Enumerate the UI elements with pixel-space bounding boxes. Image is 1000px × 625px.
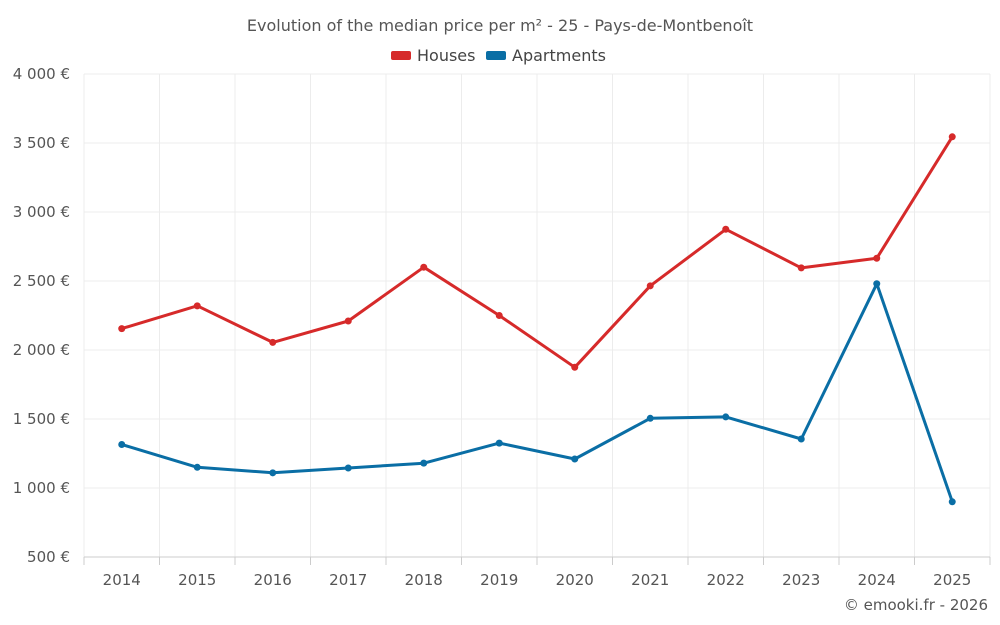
y-tick-label: 1 000 €: [13, 479, 70, 497]
data-point-apartments: [646, 414, 654, 422]
data-point-houses: [495, 312, 503, 319]
data-point-apartments: [873, 280, 881, 288]
data-point-houses: [193, 302, 201, 310]
x-tick-label: 2025: [933, 571, 971, 589]
data-point-apartments: [420, 459, 428, 467]
data-point-houses: [269, 338, 277, 346]
data-point-apartments: [722, 413, 730, 421]
data-point-houses: [571, 363, 579, 371]
grid: [83, 73, 991, 557]
series: [118, 133, 956, 506]
data-point-apartments: [269, 469, 277, 477]
data-point-houses: [646, 282, 654, 290]
data-point-houses: [722, 225, 730, 233]
axes: 500 € 1 000 € 1 500 € 2 000 € 2 500 € 3 000 €…: [13, 65, 991, 589]
data-point-apartments: [948, 498, 956, 506]
x-tick-label: 2019: [480, 571, 518, 589]
x-tick-label: 2021: [631, 571, 669, 589]
legend: Houses Apartments: [391, 46, 606, 65]
x-tick-label: 2014: [103, 571, 141, 589]
data-point-houses: [118, 325, 126, 333]
series-line-apartments: [120, 282, 954, 504]
x-tick-label: 2020: [556, 571, 594, 589]
y-tick-label: 4 000 €: [13, 65, 70, 83]
data-point-apartments: [495, 439, 503, 447]
credit-text: © emooki.fr - 2026: [844, 596, 988, 614]
x-tick-label: 2015: [178, 571, 216, 589]
data-point-apartments: [118, 441, 126, 449]
data-point-apartments: [571, 455, 579, 463]
x-tick-label: 2017: [329, 571, 367, 589]
data-point-apartments: [344, 464, 352, 472]
legend-swatch-houses: [391, 51, 411, 60]
y-tick-label: 1 500 €: [13, 410, 70, 428]
legend-label-houses: Houses: [417, 46, 475, 65]
y-tick-label: 2 000 €: [13, 341, 70, 359]
y-tick-label: 3 500 €: [13, 134, 70, 152]
y-tick-label: 2 500 €: [13, 272, 70, 290]
x-tick-label: 2018: [405, 571, 443, 589]
data-point-apartments: [193, 463, 201, 471]
x-tick-label: 2023: [782, 571, 820, 589]
data-point-houses: [948, 133, 956, 141]
x-tick-label: 2022: [707, 571, 745, 589]
legend-item-apartments[interactable]: Apartments: [486, 46, 606, 65]
legend-swatch-apartments: [486, 51, 506, 60]
data-point-houses: [344, 317, 352, 325]
x-tick-label: 2024: [858, 571, 896, 589]
chart-title: Evolution of the median price per m² - 2…: [247, 16, 753, 35]
y-tick-label: 500 €: [27, 548, 70, 566]
series-line-houses: [120, 135, 954, 369]
legend-item-houses[interactable]: Houses: [391, 46, 475, 65]
data-point-apartments: [797, 435, 805, 443]
data-point-houses: [797, 264, 805, 272]
data-point-houses: [873, 254, 881, 262]
data-point-houses: [420, 263, 428, 271]
legend-label-apartments: Apartments: [512, 46, 606, 65]
x-tick-label: 2016: [254, 571, 292, 589]
y-tick-label: 3 000 €: [13, 203, 70, 221]
